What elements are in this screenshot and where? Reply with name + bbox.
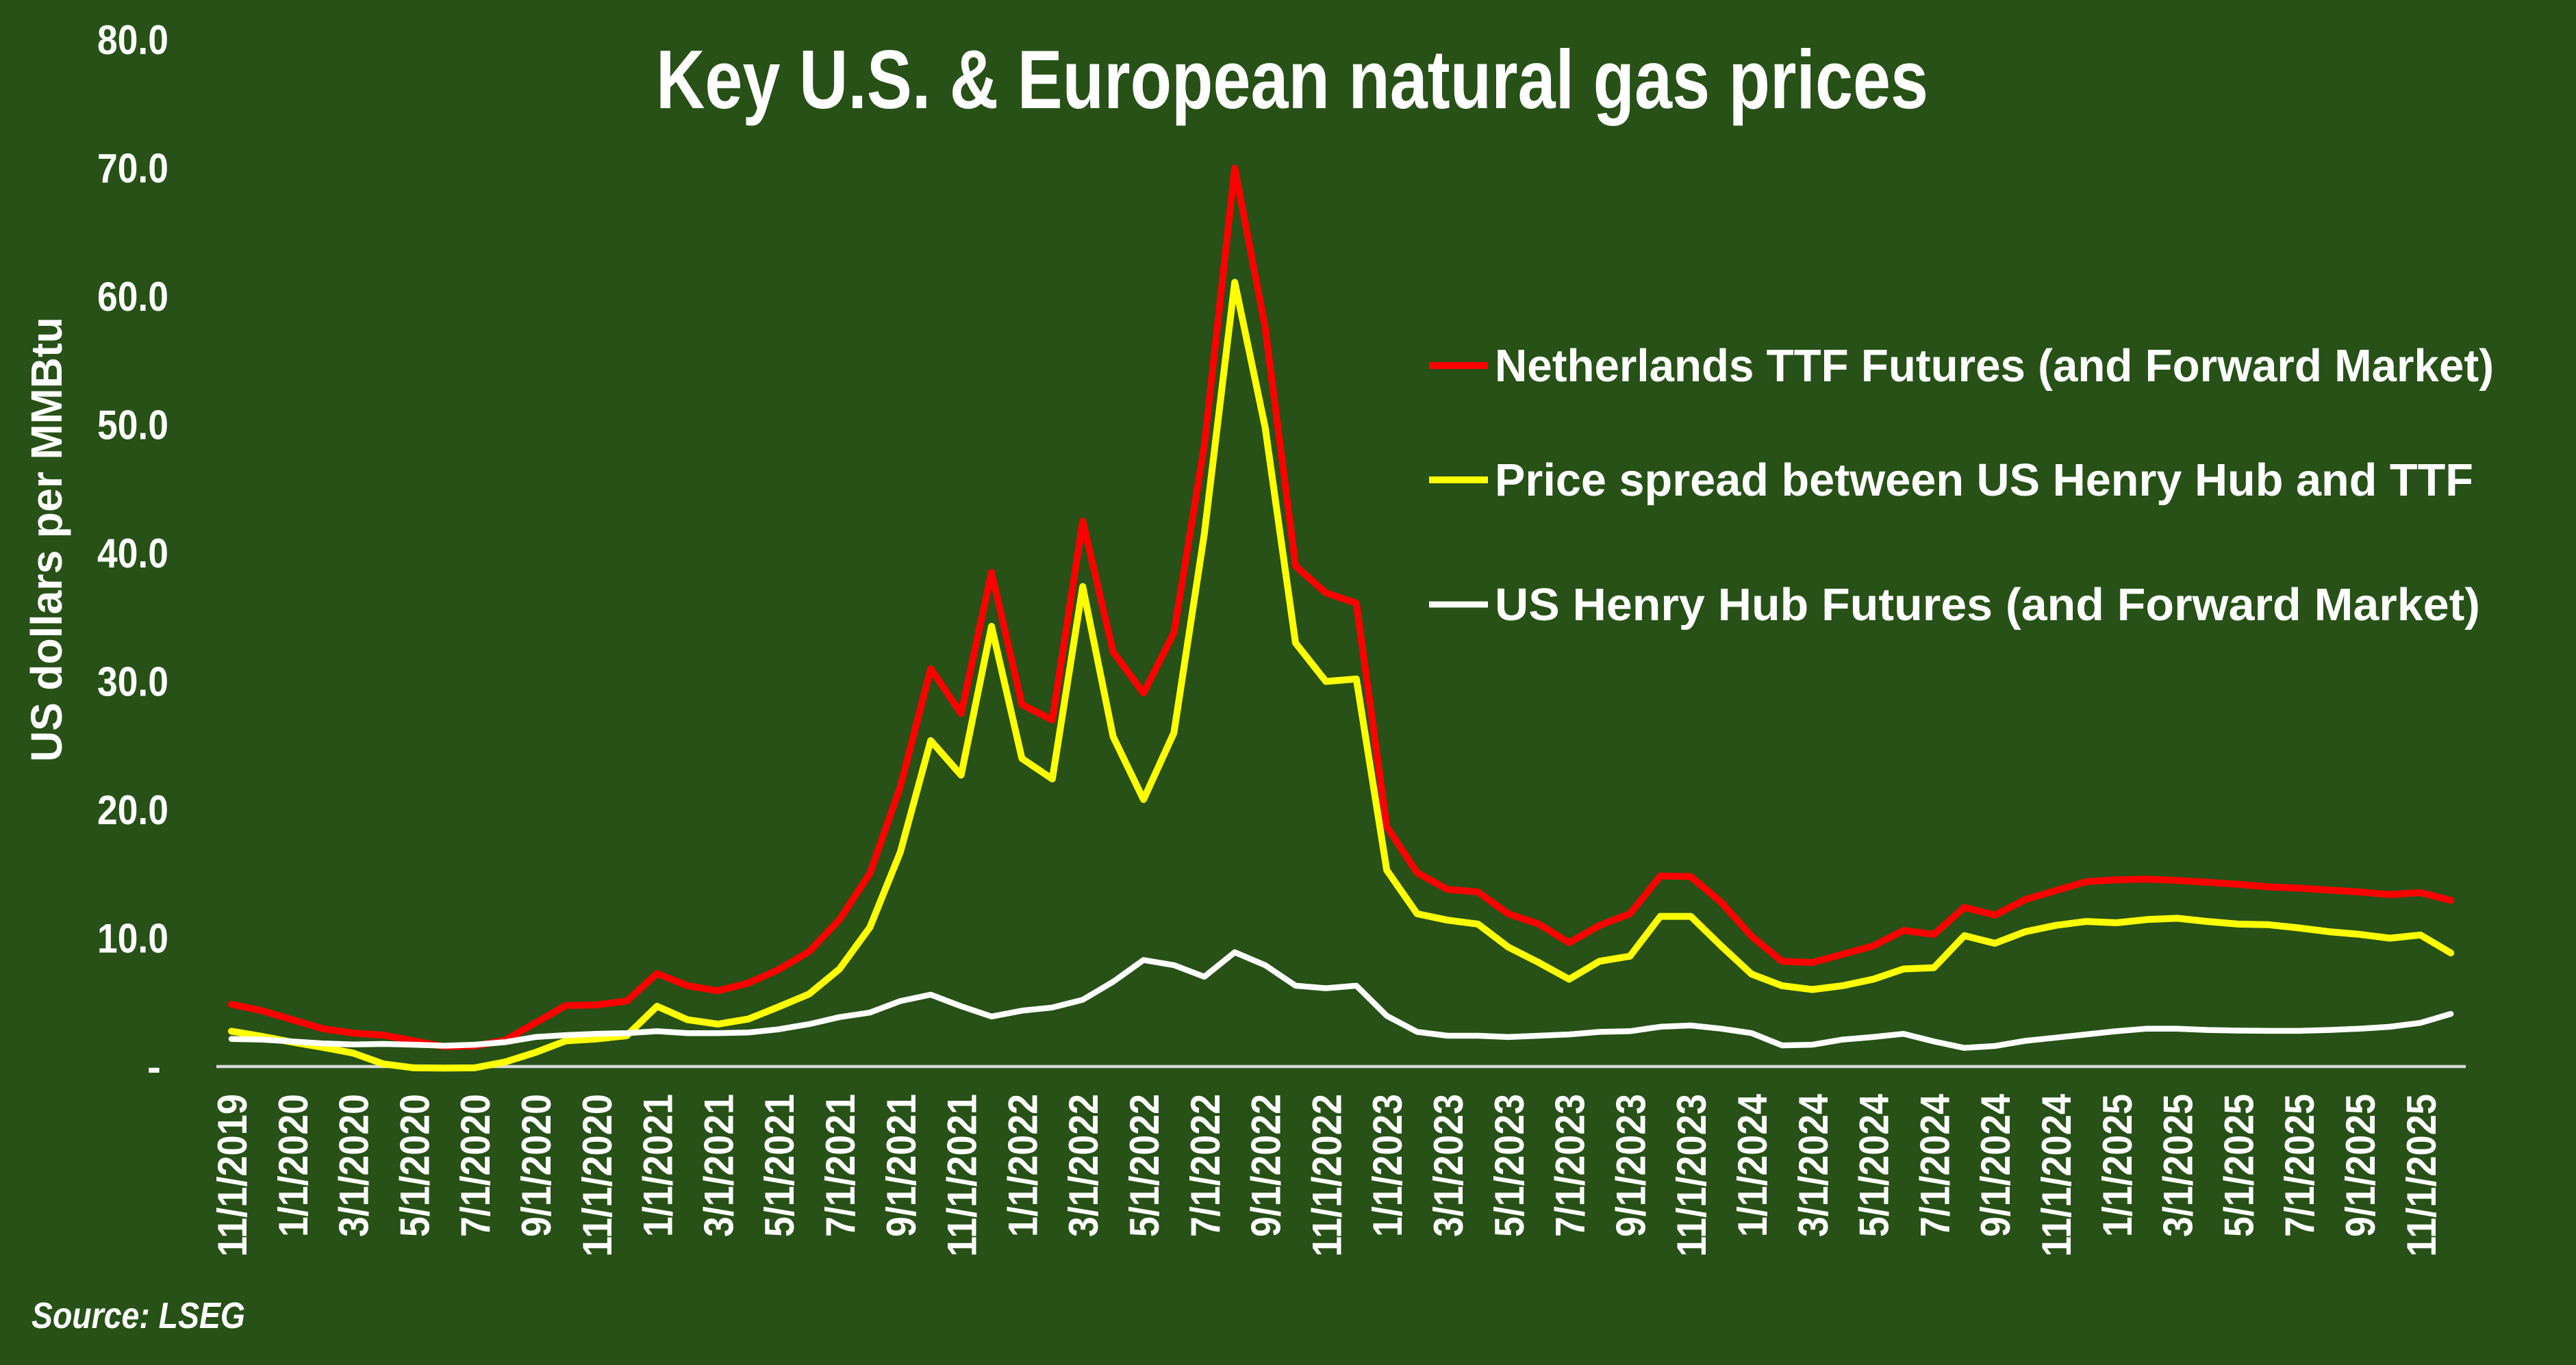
svg-text:-: - — [147, 1044, 161, 1090]
svg-text:70.0: 70.0 — [97, 146, 168, 192]
svg-text:9/1/2025: 9/1/2025 — [2338, 1094, 2384, 1237]
svg-text:5/1/2024: 5/1/2024 — [1852, 1093, 1897, 1237]
svg-text:1/1/2022: 1/1/2022 — [1000, 1094, 1046, 1237]
svg-text:7/1/2020: 7/1/2020 — [453, 1094, 498, 1237]
svg-text:3/1/2021: 3/1/2021 — [696, 1094, 742, 1237]
svg-text:9/1/2020: 9/1/2020 — [514, 1094, 559, 1237]
svg-text:11/1/2019: 11/1/2019 — [210, 1094, 255, 1257]
svg-text:9/1/2023: 9/1/2023 — [1608, 1094, 1654, 1237]
svg-text:5/1/2021: 5/1/2021 — [757, 1094, 803, 1237]
svg-text:US Henry Hub Futures (and Forw: US Henry Hub Futures (and Forward Market… — [1495, 579, 2480, 630]
svg-text:US dollars per MMBtu: US dollars per MMBtu — [22, 317, 71, 762]
svg-text:60.0: 60.0 — [97, 274, 168, 320]
svg-text:Key U.S. & European natural ga: Key U.S. & European natural gas prices — [656, 33, 1928, 126]
svg-text:3/1/2023: 3/1/2023 — [1426, 1094, 1472, 1237]
svg-text:3/1/2020: 3/1/2020 — [331, 1094, 377, 1237]
svg-text:1/1/2023: 1/1/2023 — [1365, 1094, 1411, 1237]
svg-text:7/1/2024: 7/1/2024 — [1912, 1093, 1958, 1237]
svg-text:3/1/2024: 3/1/2024 — [1791, 1093, 1836, 1237]
svg-text:5/1/2023: 5/1/2023 — [1487, 1094, 1532, 1237]
svg-text:11/1/2022: 11/1/2022 — [1304, 1094, 1350, 1257]
svg-text:1/1/2025: 1/1/2025 — [2095, 1094, 2141, 1237]
svg-text:1/1/2021: 1/1/2021 — [635, 1094, 681, 1237]
svg-text:Netherlands TTF Futures (and F: Netherlands TTF Futures (and Forward Mar… — [1495, 340, 2494, 392]
svg-text:7/1/2025: 7/1/2025 — [2277, 1094, 2323, 1237]
svg-text:5/1/2022: 5/1/2022 — [1122, 1094, 1167, 1237]
svg-text:9/1/2021: 9/1/2021 — [879, 1094, 924, 1237]
svg-text:80.0: 80.0 — [97, 17, 168, 63]
svg-text:3/1/2025: 3/1/2025 — [2156, 1094, 2201, 1237]
svg-text:30.0: 30.0 — [97, 659, 168, 705]
svg-text:5/1/2025: 5/1/2025 — [2216, 1094, 2262, 1237]
svg-text:11/1/2021: 11/1/2021 — [939, 1094, 985, 1257]
svg-text:7/1/2021: 7/1/2021 — [818, 1094, 863, 1237]
svg-text:11/1/2025: 11/1/2025 — [2399, 1094, 2445, 1257]
svg-text:1/1/2024: 1/1/2024 — [1730, 1093, 1776, 1237]
svg-text:11/1/2020: 11/1/2020 — [574, 1094, 620, 1257]
svg-text:9/1/2022: 9/1/2022 — [1243, 1094, 1289, 1237]
svg-text:7/1/2023: 7/1/2023 — [1548, 1094, 1593, 1237]
svg-text:7/1/2022: 7/1/2022 — [1183, 1094, 1228, 1237]
svg-text:11/1/2023: 11/1/2023 — [1669, 1094, 1715, 1257]
svg-text:50.0: 50.0 — [97, 403, 168, 448]
svg-text:11/1/2024: 11/1/2024 — [2034, 1093, 2080, 1257]
svg-text:Source: LSEG: Source: LSEG — [31, 1295, 245, 1336]
svg-text:5/1/2020: 5/1/2020 — [392, 1094, 438, 1237]
svg-text:9/1/2024: 9/1/2024 — [1973, 1093, 2019, 1237]
svg-text:1/1/2020: 1/1/2020 — [270, 1094, 316, 1237]
svg-text:40.0: 40.0 — [97, 531, 168, 576]
svg-text:Price spread between US Henry: Price spread between US Henry Hub and TT… — [1495, 455, 2473, 506]
svg-text:20.0: 20.0 — [97, 787, 168, 833]
svg-text:3/1/2022: 3/1/2022 — [1061, 1094, 1107, 1237]
svg-text:10.0: 10.0 — [97, 916, 168, 962]
